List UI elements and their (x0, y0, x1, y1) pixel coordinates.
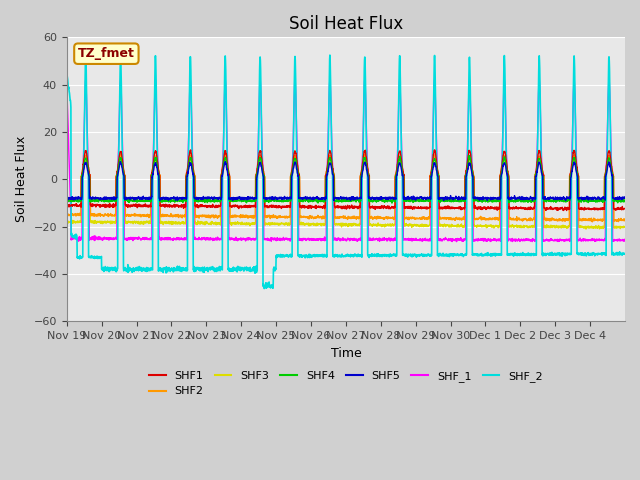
SHF2 (380, 216, 387, 222)
SHF_2 (546, 250, 554, 256)
SHF1 (239, 204, 247, 210)
SHF1 (380, 204, 387, 210)
SHF_2 (260, 286, 268, 291)
SHF1 (545, 205, 553, 211)
SHF_2 (239, 266, 247, 272)
SHF4 (118, 164, 126, 170)
SHF1 (118, 158, 126, 164)
SHF4 (380, 198, 387, 204)
Line: SHF_1: SHF_1 (67, 79, 625, 241)
SHF4 (239, 198, 247, 204)
SHF3 (613, 224, 621, 230)
SHF_1 (621, 238, 628, 244)
SHF1 (621, 205, 628, 211)
SHF2 (545, 217, 553, 223)
SHF3 (239, 221, 247, 227)
SHF5 (380, 195, 388, 201)
SHF5 (63, 194, 70, 200)
SHF_2 (380, 252, 388, 258)
SHF1 (63, 203, 70, 209)
SHF1 (613, 206, 621, 212)
SHF_1 (63, 84, 70, 89)
SHF_2 (118, 156, 126, 162)
SHF1 (431, 147, 438, 153)
Line: SHF4: SHF4 (67, 156, 625, 203)
SHF2 (613, 217, 621, 223)
Line: SHF5: SHF5 (67, 162, 625, 201)
Line: SHF1: SHF1 (67, 150, 625, 211)
SHF4 (388, 200, 396, 206)
SHF_2 (326, 52, 333, 58)
SHF3 (63, 219, 70, 225)
X-axis label: Time: Time (330, 347, 361, 360)
SHF_2 (621, 251, 628, 256)
Line: SHF_2: SHF_2 (67, 55, 625, 288)
SHF5 (546, 195, 554, 201)
SHF4 (465, 153, 473, 158)
SHF2 (239, 212, 247, 218)
SHF_1 (613, 237, 621, 242)
Line: SHF3: SHF3 (67, 158, 625, 229)
SHF5 (239, 195, 247, 201)
SHF2 (588, 219, 596, 225)
SHF_1 (118, 144, 126, 149)
SHF_2 (613, 251, 621, 257)
SHF_1 (546, 238, 554, 243)
SHF5 (118, 168, 126, 173)
SHF5 (330, 198, 338, 204)
SHF3 (118, 164, 126, 169)
SHF_2 (63, 71, 70, 77)
SHF_1 (515, 237, 522, 243)
SHF4 (621, 198, 628, 204)
SHF5 (613, 195, 621, 201)
SHF4 (613, 198, 621, 204)
SHF3 (514, 224, 522, 229)
SHF_1 (380, 237, 387, 242)
SHF2 (514, 217, 522, 223)
SHF4 (515, 198, 522, 204)
SHF1 (560, 208, 568, 214)
SHF_1 (239, 235, 247, 241)
SHF5 (621, 194, 628, 200)
SHF1 (514, 204, 522, 210)
SHF3 (582, 226, 590, 232)
SHF3 (221, 156, 229, 161)
SHF2 (361, 151, 369, 157)
SHF3 (621, 224, 628, 229)
SHF5 (515, 195, 522, 201)
Y-axis label: Soil Heat Flux: Soil Heat Flux (15, 136, 28, 222)
Line: SHF2: SHF2 (67, 154, 625, 222)
Text: TZ_fmet: TZ_fmet (78, 47, 135, 60)
SHF2 (621, 216, 628, 222)
SHF4 (546, 197, 554, 203)
SHF2 (63, 212, 70, 217)
SHF_1 (452, 239, 460, 244)
Legend: SHF1, SHF2, SHF3, SHF4, SHF5, SHF_1, SHF_2: SHF1, SHF2, SHF3, SHF4, SHF5, SHF_1, SHF… (145, 366, 547, 401)
SHF_2 (515, 251, 522, 257)
SHF4 (63, 198, 70, 204)
SHF3 (380, 223, 387, 229)
SHF_1 (326, 76, 333, 82)
SHF2 (118, 160, 126, 166)
SHF5 (221, 159, 229, 165)
SHF3 (545, 224, 553, 229)
Title: Soil Heat Flux: Soil Heat Flux (289, 15, 403, 33)
